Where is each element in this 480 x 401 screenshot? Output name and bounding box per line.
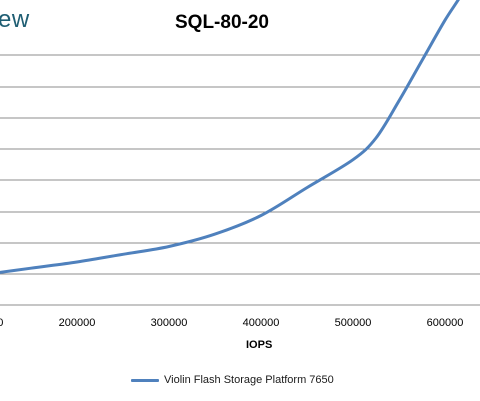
x-tick-label: 300000 bbox=[151, 317, 188, 329]
gridlines bbox=[0, 54, 480, 306]
x-tick-label: 400000 bbox=[243, 317, 280, 329]
legend-swatch bbox=[131, 378, 159, 382]
legend-label: Violin Flash Storage Platform 7650 bbox=[164, 374, 334, 386]
x-tick-label: 100000 bbox=[0, 317, 3, 329]
chart-title: SQL-80-20 bbox=[175, 12, 269, 33]
brand-logo-text: ew bbox=[0, 6, 30, 33]
legend: Violin Flash Storage Platform 7650 bbox=[131, 374, 334, 386]
x-tick-label: 200000 bbox=[59, 317, 96, 329]
x-tick-label: 500000 bbox=[335, 317, 372, 329]
series-line-violin bbox=[0, 0, 460, 274]
x-tick-labels: 100000 200000 300000 400000 500000 600000 bbox=[0, 317, 463, 329]
x-tick-label: 600000 bbox=[427, 317, 464, 329]
x-axis-label: IOPS bbox=[246, 339, 273, 351]
